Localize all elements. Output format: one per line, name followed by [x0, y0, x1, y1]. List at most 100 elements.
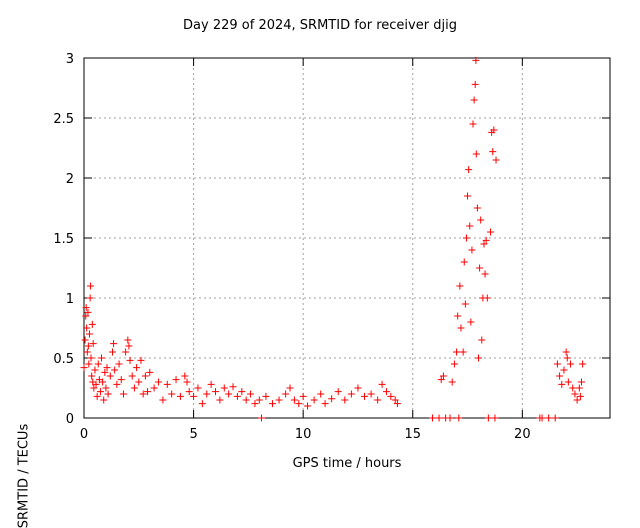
- data-point: [469, 120, 477, 128]
- data-point: [484, 414, 492, 422]
- data-point: [86, 294, 94, 302]
- data-point: [439, 372, 447, 380]
- data-point: [137, 356, 145, 364]
- data-point: [87, 354, 95, 362]
- data-point: [560, 366, 568, 374]
- data-point: [341, 396, 349, 404]
- chart: 0 0.5 1 1.5 2 2.5 3 0 5 10 15 20: [53, 52, 611, 442]
- data-point: [216, 396, 224, 404]
- data-point: [578, 378, 586, 386]
- data-point: [275, 396, 283, 404]
- data-point: [489, 148, 497, 156]
- data-point: [150, 384, 158, 392]
- data-point: [90, 384, 98, 392]
- data-point: [106, 372, 114, 380]
- chart-title: Day 229 of 2024, SRMTID for receiver dji…: [183, 18, 457, 33]
- data-point: [126, 356, 134, 364]
- data-point: [538, 414, 546, 422]
- data-point: [317, 390, 325, 398]
- data-point: [262, 392, 270, 400]
- data-point: [251, 400, 259, 408]
- data-point: [450, 360, 458, 368]
- y-tick-label: 0.5: [53, 352, 74, 367]
- data-point: [203, 390, 211, 398]
- data-point: [470, 96, 478, 104]
- data-point: [367, 390, 375, 398]
- data-point: [88, 372, 96, 380]
- data-point: [163, 380, 171, 388]
- plot-frame: [83, 57, 611, 419]
- data-point: [128, 372, 136, 380]
- data-point: [133, 364, 141, 372]
- data-point: [453, 348, 461, 356]
- data-point: [378, 380, 386, 388]
- data-point: [455, 414, 463, 422]
- data-point: [556, 372, 564, 380]
- data-point: [190, 392, 198, 400]
- data-point: [387, 392, 395, 400]
- data-point: [108, 348, 116, 356]
- data-point: [563, 354, 571, 362]
- data-point: [435, 414, 443, 422]
- data-point: [558, 380, 566, 388]
- data-point: [225, 390, 233, 398]
- data-point: [391, 396, 399, 404]
- data-point: [491, 414, 499, 422]
- data-point: [168, 390, 176, 398]
- data-point: [459, 348, 467, 356]
- data-point: [92, 380, 100, 388]
- x-tick-label: 10: [295, 427, 312, 442]
- data-point: [487, 228, 495, 236]
- data-point: [198, 400, 206, 408]
- data-point: [304, 402, 312, 410]
- data-point: [282, 390, 290, 398]
- y-tick-label: 2.5: [53, 112, 74, 127]
- data-point: [551, 414, 559, 422]
- data-point: [382, 388, 390, 396]
- data-point: [98, 354, 106, 362]
- data-point: [480, 240, 488, 248]
- data-point: [125, 342, 133, 350]
- data-point: [299, 392, 307, 400]
- data-point: [89, 340, 97, 348]
- y-tick-label: 2: [66, 172, 74, 187]
- data-point: [185, 388, 193, 396]
- data-point: [91, 366, 99, 374]
- data-point: [464, 192, 472, 200]
- data-point: [428, 414, 436, 422]
- data-point: [111, 366, 119, 374]
- data-point: [146, 368, 154, 376]
- data-point: [473, 204, 481, 212]
- data-point: [482, 236, 490, 244]
- data-point: [562, 348, 570, 356]
- data-point: [96, 388, 104, 396]
- data-point: [113, 380, 121, 388]
- data-point: [457, 324, 465, 332]
- data-point: [94, 360, 102, 368]
- data-point: [462, 234, 470, 242]
- data-point: [460, 258, 468, 266]
- data-point: [374, 396, 382, 404]
- data-point: [483, 294, 491, 302]
- data-point: [255, 396, 263, 404]
- y-tick-label: 3: [66, 52, 74, 67]
- data-point: [448, 378, 456, 386]
- data-point: [472, 56, 480, 64]
- data-point: [579, 360, 587, 368]
- data-point: [212, 388, 219, 396]
- data-point: [437, 376, 445, 384]
- data-point: [93, 392, 101, 400]
- data-point: [545, 414, 553, 422]
- data-point: [354, 384, 362, 392]
- y-tick-label: 1.5: [53, 232, 74, 247]
- data-point: [461, 300, 469, 308]
- grid-lines: [84, 58, 610, 418]
- data-point: [85, 360, 93, 368]
- x-tick-label: 15: [404, 427, 421, 442]
- x-tick-label: 5: [189, 427, 197, 442]
- data-point: [110, 340, 118, 348]
- data-point: [475, 354, 482, 362]
- data-point: [321, 400, 329, 408]
- data-point: [220, 384, 228, 392]
- data-point: [176, 392, 184, 400]
